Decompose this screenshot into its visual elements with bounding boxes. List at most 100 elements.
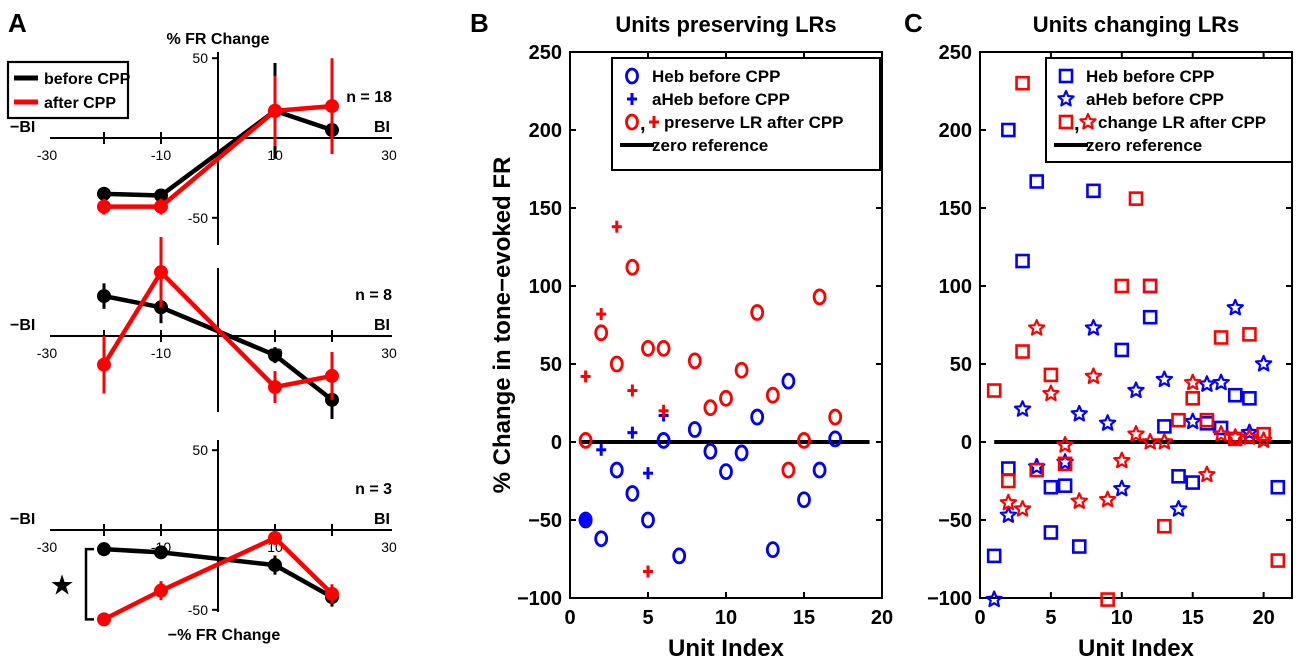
panel-c-point-3-2: [1028, 319, 1046, 336]
panel-c-point-0-2: [1001, 122, 1016, 138]
panel-c-ytick-label-3: 50: [950, 354, 972, 376]
panel-a-series-line-1-1: [102, 269, 333, 390]
panel-c-point-2-6: [1057, 456, 1073, 472]
panel-a-xtick-label-1-3: 30: [381, 345, 397, 361]
panel-b-xtick-label-4: 20: [871, 607, 893, 629]
panel-a-xtick-label-0-0: -30: [37, 147, 57, 163]
panel-a-point-1-1-1: [154, 265, 168, 280]
panel-c-point-0-19: [1242, 391, 1257, 406]
panel-c-point-3-0: [999, 493, 1018, 511]
panel-a-point-0-1-1: [154, 199, 168, 214]
panel-a-n-label-2: n = 3: [355, 481, 392, 498]
panel-b-point-2-14: [812, 288, 827, 306]
panel-b-point-2-9: [734, 361, 749, 379]
panel-c-point-0-1: [1001, 461, 1016, 476]
panel-c-point-1-8: [1113, 479, 1131, 497]
panel-b-point-0-5: [656, 432, 671, 449]
panel-b-point-3-1: [596, 308, 607, 321]
panel-c-ytick-label-1: −50: [938, 510, 972, 532]
panel-a-point-1-0-0: [97, 289, 111, 304]
panel-label-a: A: [8, 8, 27, 38]
panel-b-point-2-4: [641, 339, 655, 357]
panel-a-xtick-label-0-1: -10: [151, 147, 171, 163]
panel-a-xtick-label-0-3: 30: [381, 147, 397, 163]
panel-c-point-3-11: [1155, 432, 1174, 450]
panel-c-legend: Heb before CPP aHeb before CPP, change LR …: [1045, 57, 1293, 163]
panel-c-legend-separator: ,: [1074, 113, 1080, 135]
panel-b-point-0-9: [719, 463, 733, 481]
panel-a-series-line-2-0: [103, 546, 334, 599]
panel-c-point-1-11: [1169, 499, 1188, 517]
panel-b-point-0-6: [672, 547, 687, 565]
panel-a-point-1-0-2: [268, 348, 282, 363]
panel-a-point-2-1-1: [154, 583, 168, 598]
panel-a-significance-star: ★: [49, 569, 74, 600]
panel-c-ytick-label-7: 250: [939, 42, 972, 64]
panel-c-point-2-12: [1171, 412, 1186, 428]
panel-b-point-0-8: [703, 442, 718, 460]
panel-c-point-2-5: [1043, 367, 1059, 383]
panel-c-point-1-17: [1254, 354, 1273, 372]
panel-a-point-1-1-0: [97, 357, 111, 372]
panel-b-legend-label-2: preserve LR after CPP: [664, 113, 844, 132]
panel-b-legend-box: [611, 57, 881, 171]
panel-b-point-2-11: [765, 386, 780, 404]
panel-c-point-0-11: [1142, 309, 1158, 325]
panel-c-legend-marker-1: [1057, 89, 1075, 107]
panel-c-point-3-17: [1254, 431, 1273, 449]
panel-a-xtick-label-2-3: 30: [381, 539, 397, 555]
panel-b-ytick-label-3: 50: [540, 354, 562, 376]
panel-a-ytick-label-0-0: 50: [192, 50, 208, 66]
panel-c-point-1-14: [1212, 373, 1230, 391]
panel-b-point-0-16: [828, 430, 843, 448]
panel-c-point-0-6: [1043, 479, 1059, 495]
panel-b-point-0-14: [797, 491, 811, 509]
panel-a-series-line-2-1: [102, 535, 334, 622]
panel-b-title: Units preserving LRs: [615, 12, 836, 37]
panel-b-ytick-label-0: −100: [517, 588, 562, 610]
panel-a-xtick-label-2-0: -30: [37, 539, 57, 555]
panel-c-plot: −100 −50 0 50 100 150 200 250 0 5 10 15 20: [927, 42, 1293, 629]
panel-c-point-1-1: [999, 506, 1018, 523]
panel-c-point-1-15: [1226, 298, 1244, 316]
panel-b-xlabel: Unit Index: [668, 635, 785, 662]
panel-c-legend-marker-2-a: [1058, 114, 1074, 130]
panel-c-point-2-1: [1001, 473, 1016, 489]
panel-a-point-0-0-1: [154, 188, 168, 203]
panel-c-point-0-3: [1015, 253, 1030, 269]
panel-c-ytick-label-2: 0: [961, 432, 972, 454]
panel-c-label: C: [904, 8, 923, 38]
panel-a-ytick-label-2-0: 50: [192, 442, 208, 458]
panel-c-point-1-6: [1084, 319, 1103, 336]
panel-b-xtick-label-3: 15: [793, 607, 815, 629]
panel-b-point-1-0: [596, 443, 607, 456]
panel-b-point-0-10: [734, 444, 749, 462]
panel-a-legend-box: [6, 60, 130, 120]
panel-a-significance-bracket: [84, 547, 94, 621]
panel-b-xtick-label-1: 5: [642, 607, 653, 629]
panel-c-legend-label-1: aHeb before CPP: [1086, 90, 1224, 109]
panel-b-point-2-3: [625, 258, 640, 276]
panel-b-point-0-15: [812, 461, 827, 479]
panel-b-point-0-4: [641, 511, 655, 529]
panel-c-xlabel: Unit Index: [1078, 635, 1195, 662]
panel-b-ytick-label-2: 0: [551, 432, 562, 454]
panel-c-point-2-10: [1142, 278, 1158, 294]
panel-c-point-0-5: [1043, 525, 1059, 540]
panel-c-point-2-17: [1242, 327, 1257, 342]
panel-c-point-3-14: [1212, 425, 1230, 442]
panel-b-legend: Heb before CPP aHeb before CPP, preserve L…: [611, 57, 881, 171]
panel-b-legend-label-0: Heb before CPP: [652, 67, 780, 86]
panel-a-legend: before CPP after CPP: [6, 60, 131, 120]
panel-a-bi-left-2: −BI: [10, 511, 35, 528]
panel-c-point-0-7: [1057, 478, 1073, 493]
panel-b-point-3-2: [611, 220, 622, 233]
panel-c-point-3-7: [1098, 490, 1117, 508]
panel-c-point-3-13: [1198, 465, 1216, 483]
panel-c-legend-marker-0: [1058, 68, 1074, 84]
panel-b-label: B: [470, 8, 489, 38]
panel-b-point-2-12: [781, 461, 796, 479]
panel-b-point-2-15: [828, 408, 843, 426]
